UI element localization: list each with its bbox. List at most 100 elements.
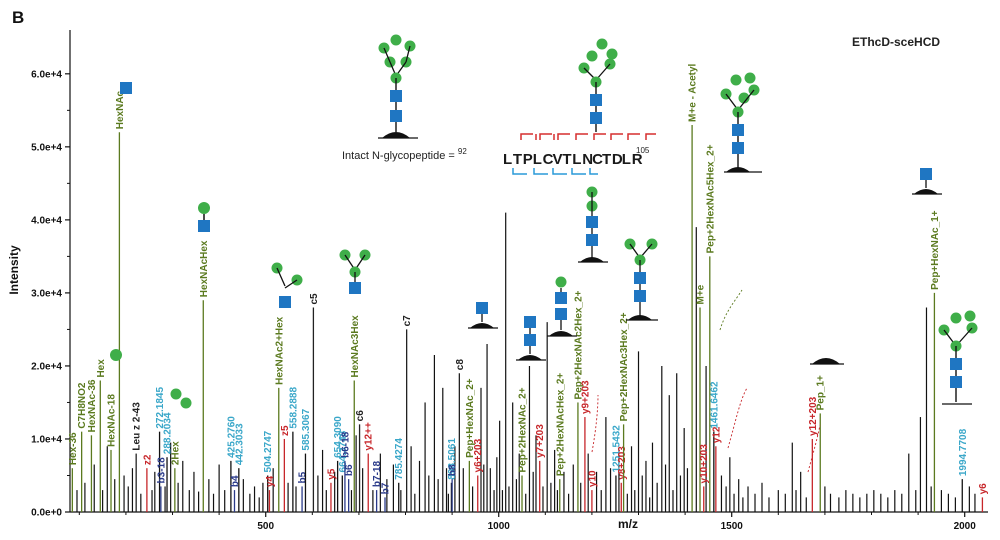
peak-label: Hex-36 <box>68 432 79 465</box>
peak-label: HexNAc-18 <box>107 394 118 447</box>
peak-label: 1251.5432 <box>611 425 622 473</box>
peak-label: M+e - Acetyl <box>688 63 699 121</box>
peptide-sequence: Intact N-glycopeptide = 92 L T P L CV T L NCT DL… <box>342 133 656 175</box>
leader-line <box>807 424 821 473</box>
peptide-residues: L T P L CV T L NCT DL R <box>503 151 643 168</box>
peak-label: 1994.7708 <box>958 428 969 476</box>
peptide-residue: D <box>612 151 623 168</box>
glycan-icon-pep-2hexnac3hex <box>624 238 658 321</box>
peak-label: Pep+2HexNAc_2+ <box>518 387 529 472</box>
peak-label: c7 <box>402 315 413 327</box>
peak-label: HexNAcHex <box>199 240 210 297</box>
peak-label: 664.3748 <box>338 430 349 472</box>
y-tick-label: 5.0e+4 <box>31 142 62 153</box>
peptide-residue: T <box>513 151 523 168</box>
x-ticks: 500 1000 1500 2000 <box>78 512 977 532</box>
peak-label: b7-18 <box>372 461 383 488</box>
y-tick-label: 1.0e+4 <box>31 434 62 445</box>
peak-label: y12++ <box>364 422 375 451</box>
glycan-icon-full-far-right <box>938 310 978 405</box>
peak-label: Pep+2HexNAc2Hex_2+ <box>573 290 584 399</box>
peak-label: y7+203 <box>535 424 546 458</box>
x-tick-label: 2000 <box>954 521 977 532</box>
peak-label: Pep+HexNAc_1+ <box>930 210 941 290</box>
leader-line <box>719 289 743 331</box>
peak-label: 654.3090 <box>333 416 344 458</box>
peptide-residue: V <box>553 151 564 168</box>
peptide-residue: N <box>582 151 593 168</box>
peak-label: y8+203 <box>617 446 628 480</box>
x-tick-label: 1000 <box>488 521 511 532</box>
c-ion-brackets <box>520 133 656 140</box>
glycan-icon-pep-2hexnachex <box>547 276 577 337</box>
glycan-icon-pep-2hexnac <box>516 316 546 361</box>
peak-label: HexNAc3Hex <box>350 315 361 378</box>
glycan-icon-full-top-center <box>578 38 618 132</box>
peak-label: Pep+2HexNAcHex_2+ <box>555 373 566 477</box>
peak-label: z2 <box>142 454 153 465</box>
peak-label: b6-18 <box>340 431 351 458</box>
peptide-residue: T <box>602 151 612 168</box>
glycan-icon-full-top-left <box>378 34 418 139</box>
leader-lines <box>591 387 821 473</box>
glycan-icons <box>110 34 978 409</box>
peptide-residue: L <box>622 151 632 168</box>
background-peaks <box>76 212 976 512</box>
peak-label: b6 <box>344 464 355 476</box>
peak-label: y10 <box>587 470 598 487</box>
glycan-icon-hexnachex-small <box>198 202 210 232</box>
peak-label: 785.4274 <box>394 438 405 480</box>
peak-label: c8 <box>455 359 466 371</box>
peptide-residue: L <box>533 151 543 168</box>
peak-label: HexNAc <box>115 90 126 129</box>
peptide-residue: L <box>572 151 582 168</box>
glycan-icon-hexnac3hex <box>339 249 371 294</box>
z-ion-brackets <box>512 168 598 175</box>
peptide-residue: C <box>592 151 603 168</box>
peak-label: HexNAc2+Hex <box>274 316 285 385</box>
method-label: EThcD-sceHCD <box>852 35 940 49</box>
peptide-residue: R <box>632 151 643 168</box>
x-tick-label: 1500 <box>721 521 744 532</box>
peak-label: Pep+2HexNAc3Hex_2+ <box>619 312 630 421</box>
glycan-icon-pep-hexnac-2plus <box>468 302 498 329</box>
peak-label: y5 <box>326 468 337 480</box>
peptide-residue: T <box>562 151 572 168</box>
peak-label: c5 <box>309 293 320 305</box>
y-axis-title: Intensity <box>7 245 21 295</box>
leader-lines-green <box>719 289 743 331</box>
peak-label: y10+203 <box>699 444 710 484</box>
peak-label: b8 <box>448 464 459 476</box>
peak-label: 504.2747 <box>263 430 274 472</box>
peak-label: Hex <box>96 359 107 378</box>
peak-label: y9+203 <box>580 380 591 414</box>
glycan-icon-pep-hexnac-1plus <box>912 168 942 195</box>
peak-label: y12+203 <box>808 396 819 436</box>
peak-label: C7H8NO2 <box>77 382 88 429</box>
peptide-residue: C <box>543 151 554 168</box>
peptide-residue: P <box>523 151 534 168</box>
peak-label: b5 <box>298 471 309 483</box>
peak-label: y4 <box>265 476 276 488</box>
y-tick-label: 4.0e+4 <box>31 215 62 226</box>
glycan-icon-pep-2hexnac2hex <box>578 186 608 263</box>
x-axis-title: m/z <box>618 517 638 531</box>
peptide-start: 92 <box>458 147 467 156</box>
peak-label: 272.1845 <box>155 387 166 429</box>
peptide-end: 105 <box>636 146 650 155</box>
glycan-icon-hex <box>110 349 122 361</box>
peak-label: 1461.6462 <box>709 381 720 429</box>
peak-label: b3-18 <box>156 457 167 484</box>
glycan-icon-hexhex <box>170 388 192 409</box>
peak-label: 898.5061 <box>447 438 458 480</box>
peak-label: y6+203 <box>473 438 484 472</box>
peak-label: Pep+HexNAc_2+ <box>465 378 476 458</box>
peak-label: 558.2888 <box>288 387 299 429</box>
peak-label: Pep+2HexNAc5Hex_2+ <box>705 144 716 253</box>
x-tick-label: 500 <box>257 521 274 532</box>
glycan-icon-hexnac2hex <box>271 262 303 308</box>
glycan-icon-full-right <box>720 72 762 173</box>
y-ticks: 0.0e+0 1.0e+4 2.0e+4 3.0e+4 4.0e+4 5.0e+4 6.0e… <box>31 69 70 519</box>
